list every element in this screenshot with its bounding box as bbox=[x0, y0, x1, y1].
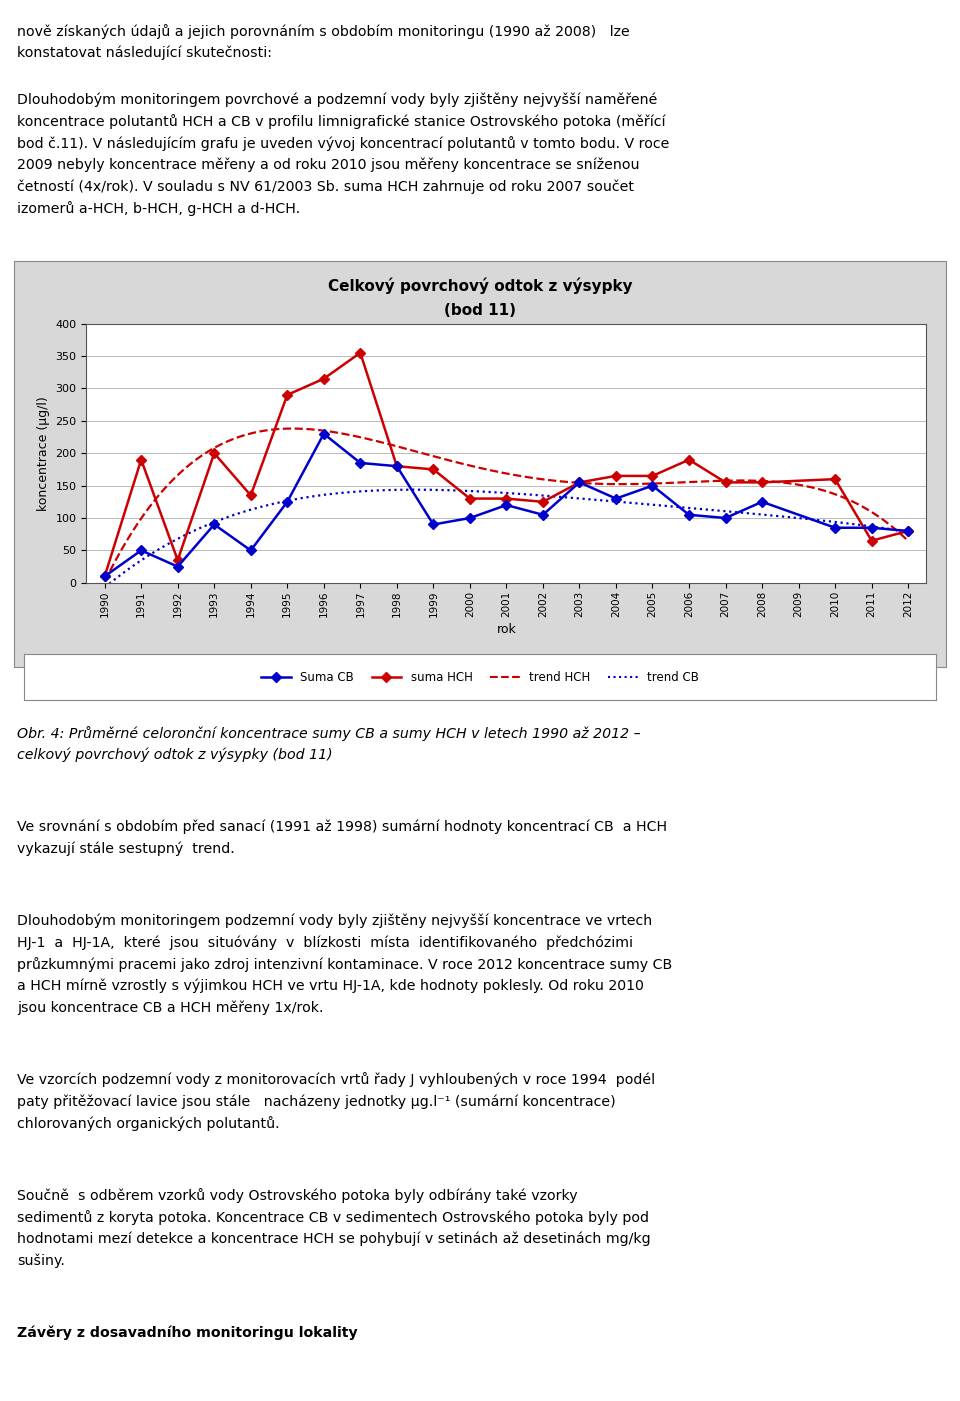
Text: jsou koncentrace CB a HCH měřeny 1x/rok.: jsou koncentrace CB a HCH měřeny 1x/rok. bbox=[17, 1000, 324, 1014]
Y-axis label: koncentrace (µg/l): koncentrace (µg/l) bbox=[37, 396, 50, 510]
Legend: Suma CB, suma HCH, trend HCH, trend CB: Suma CB, suma HCH, trend HCH, trend CB bbox=[256, 665, 704, 689]
Text: sedimentů z koryta potoka. Koncentrace CB v sedimentech Ostrovského potoka byly : sedimentů z koryta potoka. Koncentrace C… bbox=[17, 1209, 649, 1224]
Text: izomerů a-HCH, b-HCH, g-HCH a d-HCH.: izomerů a-HCH, b-HCH, g-HCH a d-HCH. bbox=[17, 200, 300, 216]
Text: a HCH mírně vzrostly s výjimkou HCH ve vrtu HJ-1A, kde hodnoty poklesly. Od roku: a HCH mírně vzrostly s výjimkou HCH ve v… bbox=[17, 978, 644, 993]
Text: Obr. 4: Průměrné celoronční koncentrace sumy CB a sumy HCH v letech 1990 až 2012: Obr. 4: Průměrné celoronční koncentrace … bbox=[17, 726, 641, 741]
Text: Celkový povrchový odtok z výsypky: Celkový povrchový odtok z výsypky bbox=[327, 277, 633, 294]
Text: Ve srovnání s obdobím před sanací (1991 až 1998) sumární hodnoty koncentrací CB : Ve srovnání s obdobím před sanací (1991 … bbox=[17, 820, 667, 834]
Text: vykazují stále sestupný  trend.: vykazují stále sestupný trend. bbox=[17, 841, 235, 856]
Text: paty přitěžovací lavice jsou stále   nacházeny jednotky µg.l⁻¹ (sumární koncentr: paty přitěžovací lavice jsou stále nachá… bbox=[17, 1094, 616, 1108]
Text: (bod 11): (bod 11) bbox=[444, 303, 516, 318]
Text: Dlouhodobým monitoringem podzemní vody byly zjištěny nejvyšší koncentrace ve vrt: Dlouhodobým monitoringem podzemní vody b… bbox=[17, 913, 653, 927]
Text: Dlouhodobým monitoringem povrchové a podzemní vody byly zjištěny nejvyšší naměře: Dlouhodobým monitoringem povrchové a pod… bbox=[17, 92, 658, 106]
Text: celkový povrchový odtok z výsypky (bod 11): celkový povrchový odtok z výsypky (bod 1… bbox=[17, 747, 333, 762]
Text: konstatovat následující skutečnosti:: konstatovat následující skutečnosti: bbox=[17, 45, 273, 60]
Text: koncentrace polutantů HCH a CB v profilu limnigrafické stanice Ostrovského potok: koncentrace polutantů HCH a CB v profilu… bbox=[17, 113, 666, 129]
X-axis label: rok: rok bbox=[496, 622, 516, 636]
Text: HJ-1  a  HJ-1A,  které  jsou  situóvány  v  blízkosti  místa  identifikovaného  : HJ-1 a HJ-1A, které jsou situóvány v blí… bbox=[17, 934, 634, 950]
Text: průzkumnými pracemi jako zdroj intenzivní kontaminace. V roce 2012 koncentrace s: průzkumnými pracemi jako zdroj intenzivn… bbox=[17, 957, 673, 972]
Text: nově získaných údajů a jejich porovnáním s obdobím monitoringu (1990 až 2008)   : nově získaných údajů a jejich porovnáním… bbox=[17, 24, 630, 39]
Text: Ve vzorcích podzemní vody z monitorovacích vrtů řady J vyhloubených v roce 1994 : Ve vzorcích podzemní vody z monitorovací… bbox=[17, 1072, 656, 1087]
Text: hodnotami mezí detekce a koncentrace HCH se pohybují v setinách až desetinách mg: hodnotami mezí detekce a koncentrace HCH… bbox=[17, 1231, 651, 1245]
Text: bod č.11). V následujícím grafu je uveden vývoj koncentrací polutantů v tomto bo: bod č.11). V následujícím grafu je uvede… bbox=[17, 136, 670, 151]
Text: Závěry z dosavadního monitoringu lokality: Závěry z dosavadního monitoringu lokalit… bbox=[17, 1325, 358, 1339]
Text: četností (4x/rok). V souladu s NV 61/2003 Sb. suma HCH zahrnuje od roku 2007 sou: četností (4x/rok). V souladu s NV 61/200… bbox=[17, 179, 635, 193]
Text: Součně  s odběrem vzorků vody Ostrovského potoka byly odbírány také vzorky: Součně s odběrem vzorků vody Ostrovského… bbox=[17, 1188, 578, 1203]
Text: 2009 nebyly koncentrace měřeny a od roku 2010 jsou měřeny koncentrace se sníženo: 2009 nebyly koncentrace měřeny a od roku… bbox=[17, 157, 639, 172]
Text: chlorovaných organických polutantů.: chlorovaných organických polutantů. bbox=[17, 1115, 280, 1131]
Text: sušiny.: sušiny. bbox=[17, 1252, 65, 1268]
